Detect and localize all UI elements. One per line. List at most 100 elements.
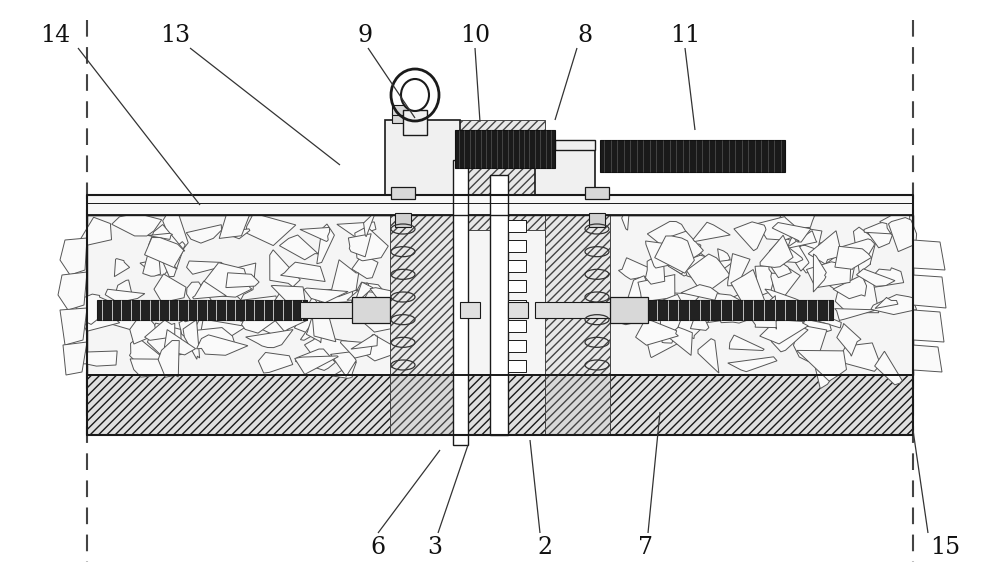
Bar: [453, 160, 468, 445]
Polygon shape: [145, 237, 184, 269]
Polygon shape: [201, 319, 246, 347]
Polygon shape: [805, 314, 841, 328]
Polygon shape: [670, 250, 714, 276]
Bar: [508, 320, 526, 332]
Polygon shape: [645, 252, 665, 284]
Polygon shape: [154, 274, 186, 303]
Polygon shape: [300, 321, 318, 340]
Polygon shape: [279, 235, 318, 260]
Polygon shape: [352, 282, 373, 307]
Polygon shape: [728, 357, 777, 372]
Text: 15: 15: [930, 535, 960, 559]
Polygon shape: [807, 262, 851, 288]
Polygon shape: [219, 200, 252, 239]
Polygon shape: [708, 293, 742, 322]
Polygon shape: [58, 272, 87, 310]
Polygon shape: [837, 324, 861, 356]
Polygon shape: [179, 314, 203, 340]
Polygon shape: [312, 306, 336, 342]
Polygon shape: [317, 224, 334, 264]
Polygon shape: [767, 259, 791, 278]
Polygon shape: [158, 340, 179, 377]
Polygon shape: [791, 242, 826, 273]
Polygon shape: [627, 276, 656, 317]
Polygon shape: [837, 343, 880, 371]
Polygon shape: [835, 246, 871, 269]
Bar: [390, 375, 455, 435]
Polygon shape: [246, 213, 296, 246]
Bar: [392, 105, 410, 115]
Bar: [490, 175, 508, 435]
Polygon shape: [734, 222, 766, 251]
Polygon shape: [130, 313, 157, 344]
Polygon shape: [835, 281, 879, 313]
Polygon shape: [669, 327, 692, 356]
Polygon shape: [187, 261, 224, 274]
Polygon shape: [296, 349, 335, 370]
Polygon shape: [74, 294, 117, 324]
Bar: [545, 375, 610, 435]
Bar: [390, 120, 545, 230]
Bar: [508, 220, 526, 232]
Polygon shape: [149, 225, 185, 255]
Polygon shape: [693, 222, 730, 242]
Polygon shape: [130, 338, 163, 368]
Polygon shape: [913, 310, 944, 342]
Polygon shape: [835, 308, 877, 321]
Polygon shape: [888, 218, 917, 251]
Polygon shape: [351, 334, 377, 349]
Polygon shape: [243, 306, 291, 337]
Bar: [455, 130, 555, 168]
Text: 14: 14: [40, 23, 70, 47]
Polygon shape: [330, 260, 359, 297]
Polygon shape: [681, 285, 720, 301]
Polygon shape: [875, 351, 902, 385]
Bar: [545, 215, 610, 375]
Bar: [508, 260, 526, 272]
Ellipse shape: [401, 79, 429, 111]
Polygon shape: [871, 294, 917, 314]
Polygon shape: [221, 229, 250, 239]
Polygon shape: [140, 256, 176, 275]
Bar: [508, 340, 526, 352]
Polygon shape: [340, 340, 372, 358]
Polygon shape: [145, 320, 175, 340]
Polygon shape: [880, 208, 910, 244]
Polygon shape: [645, 332, 681, 357]
Polygon shape: [294, 296, 332, 338]
Bar: [508, 302, 528, 318]
Polygon shape: [226, 273, 259, 288]
Polygon shape: [163, 207, 188, 251]
Polygon shape: [63, 342, 87, 375]
Polygon shape: [833, 275, 867, 299]
Polygon shape: [622, 208, 629, 230]
Polygon shape: [690, 313, 709, 331]
Polygon shape: [698, 339, 719, 373]
Polygon shape: [853, 227, 876, 273]
Polygon shape: [331, 352, 356, 377]
Polygon shape: [270, 250, 300, 287]
Polygon shape: [656, 292, 700, 312]
Polygon shape: [618, 258, 657, 279]
Polygon shape: [363, 335, 402, 361]
Polygon shape: [114, 258, 130, 276]
Polygon shape: [85, 313, 120, 331]
Polygon shape: [352, 254, 378, 279]
Polygon shape: [242, 305, 278, 333]
Bar: [600, 140, 785, 172]
Polygon shape: [638, 275, 675, 302]
Polygon shape: [164, 329, 196, 355]
Polygon shape: [760, 235, 793, 267]
Polygon shape: [913, 345, 942, 372]
Bar: [610, 297, 648, 323]
Polygon shape: [808, 230, 842, 264]
Text: 11: 11: [670, 23, 700, 47]
Polygon shape: [186, 225, 221, 243]
Polygon shape: [162, 242, 185, 276]
Bar: [589, 213, 605, 227]
Polygon shape: [856, 269, 895, 286]
Polygon shape: [722, 291, 756, 314]
Bar: [87, 375, 913, 435]
Bar: [391, 187, 415, 199]
Polygon shape: [731, 269, 766, 317]
